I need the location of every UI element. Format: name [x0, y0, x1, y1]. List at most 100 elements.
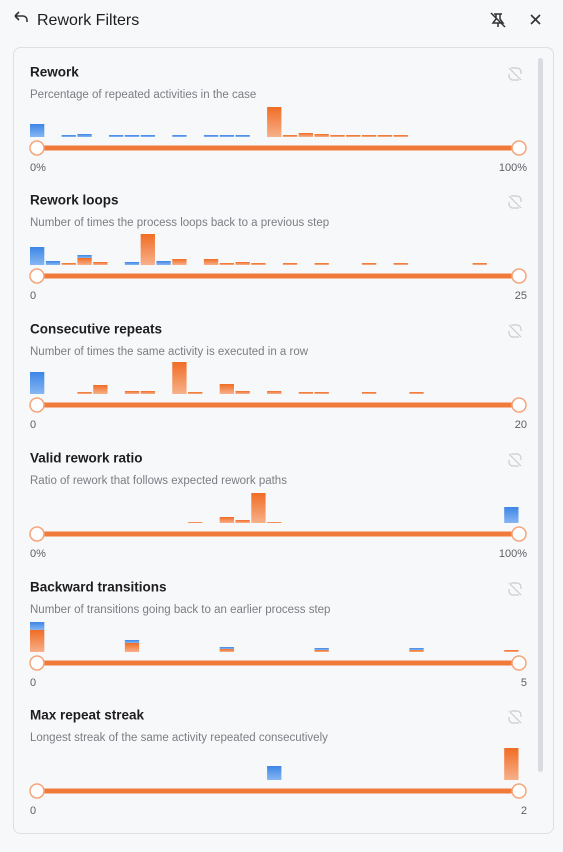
- histogram-bar-orange: [346, 135, 361, 137]
- filter-description: Number of transitions going back to an e…: [30, 604, 330, 616]
- histogram-bar-orange: [188, 392, 203, 394]
- header-title: Rework Filters: [37, 12, 139, 29]
- histogram-bar-blue: [504, 507, 519, 523]
- histogram-bar-orange: [30, 630, 45, 652]
- histogram-bar-orange: [61, 263, 76, 265]
- histogram-bar-orange: [314, 263, 329, 265]
- slider-max-label: 2: [521, 805, 527, 817]
- filters: Rework Percentage of repeated activities …: [29, 65, 527, 817]
- filter-title: Rework loops: [30, 193, 119, 208]
- slider-handle-min[interactable]: [29, 783, 45, 799]
- slider-max-label: 5: [521, 677, 527, 689]
- slider-min-label: 0%: [30, 548, 46, 560]
- slider-handle-max[interactable]: [511, 655, 527, 671]
- slider-max-label: 100%: [499, 162, 527, 174]
- histogram-bar-blue: [109, 135, 124, 137]
- filter-description: Number of times the same activity is exe…: [30, 346, 309, 358]
- histogram-bar-orange: [267, 391, 282, 394]
- filter-title: Rework: [30, 65, 79, 80]
- slider-handle-max[interactable]: [511, 526, 527, 542]
- histogram-bar-orange: [235, 262, 250, 265]
- clear-filter-icon[interactable]: [508, 453, 522, 467]
- slider-handle-min[interactable]: [29, 397, 45, 413]
- histogram-bar-orange: [267, 107, 282, 137]
- histogram-bar-blue: [77, 134, 92, 137]
- slider-handle-max[interactable]: [511, 783, 527, 799]
- histogram-bar-orange: [140, 234, 155, 265]
- histogram-bar-orange: [219, 517, 234, 523]
- histogram-bar-orange: [361, 263, 377, 265]
- slider-handle-min[interactable]: [29, 268, 45, 284]
- unpin-icon[interactable]: [490, 12, 506, 28]
- slider-min-label: 0%: [30, 162, 46, 174]
- histogram-bar-blue: [124, 640, 140, 643]
- histogram-bar-orange: [298, 392, 314, 394]
- undo-icon[interactable]: [14, 11, 28, 22]
- histogram-bar-orange: [124, 391, 140, 394]
- histogram-bar-orange: [124, 643, 140, 652]
- slider-handle-min[interactable]: [29, 526, 45, 542]
- histogram-bar-orange: [267, 522, 282, 523]
- histogram-bar-blue: [30, 622, 45, 630]
- histogram-bar-orange: [188, 522, 203, 523]
- histogram-bar-orange: [361, 135, 377, 137]
- slider-max-label: 100%: [499, 548, 527, 560]
- filter-title: Max repeat streak: [30, 708, 145, 723]
- histogram-bar-blue: [30, 372, 45, 394]
- histogram-bar-orange: [93, 385, 108, 394]
- clear-filter-icon[interactable]: [508, 710, 522, 724]
- histogram-bar-orange: [251, 263, 266, 265]
- histogram-bar-orange: [282, 135, 298, 137]
- slider-min-label: 0: [30, 805, 36, 817]
- histogram-bar-orange: [393, 263, 408, 265]
- histogram-bar-blue: [409, 648, 424, 650]
- slider-handle-max[interactable]: [511, 268, 527, 284]
- histogram-bar-orange: [140, 391, 155, 394]
- filter-description: Longest streak of the same activity repe…: [30, 732, 328, 744]
- slider-min-label: 0: [30, 419, 36, 431]
- histogram-bar-blue: [61, 135, 76, 137]
- slider-handle-max[interactable]: [511, 140, 527, 156]
- histogram-bar-orange: [314, 392, 329, 394]
- histogram-bar-orange: [93, 262, 108, 265]
- clear-filter-icon[interactable]: [508, 582, 522, 596]
- histogram-bar-orange: [472, 263, 487, 265]
- filter-title: Consecutive repeats: [30, 322, 162, 337]
- clear-filter-icon[interactable]: [508, 324, 522, 338]
- histogram-bar-blue: [30, 247, 45, 265]
- histogram-bar-orange: [314, 134, 329, 137]
- clear-filter-icon[interactable]: [508, 195, 522, 209]
- histogram-bar-orange: [504, 748, 519, 780]
- histogram-bar-orange: [235, 520, 250, 523]
- histogram-bar-orange: [77, 258, 92, 265]
- histogram-bar-blue: [267, 766, 282, 780]
- slider-handle-max[interactable]: [511, 397, 527, 413]
- filter-description: Percentage of repeated activities in the…: [30, 89, 256, 101]
- histogram-bar-blue: [235, 135, 250, 137]
- slider-handle-min[interactable]: [29, 655, 45, 671]
- filter-title: Valid rework ratio: [30, 451, 143, 466]
- histogram-bar-orange: [235, 391, 250, 394]
- histogram-bar-blue: [156, 261, 171, 265]
- histogram-bar-orange: [298, 133, 314, 137]
- histogram-bar-blue: [314, 648, 329, 650]
- histogram-bar-blue: [124, 262, 140, 265]
- scrollbar[interactable]: [538, 58, 543, 772]
- slider-handle-min[interactable]: [29, 140, 45, 156]
- clear-filter-icon[interactable]: [508, 67, 522, 81]
- histogram-bar-blue: [140, 135, 155, 137]
- histogram-bar-orange: [203, 259, 219, 265]
- histogram-bar-orange: [409, 650, 424, 652]
- histogram-bar-blue: [30, 124, 45, 137]
- histogram-bar-orange: [314, 650, 329, 652]
- histogram-bar-blue: [45, 261, 61, 265]
- histogram-bar-orange: [219, 263, 234, 265]
- close-icon[interactable]: [530, 14, 541, 25]
- histogram-bar-blue: [77, 255, 92, 258]
- histogram-bar-orange: [282, 263, 298, 265]
- histogram-bar-orange: [172, 259, 187, 265]
- histogram-bar-orange: [393, 135, 408, 137]
- slider-min-label: 0: [30, 290, 36, 302]
